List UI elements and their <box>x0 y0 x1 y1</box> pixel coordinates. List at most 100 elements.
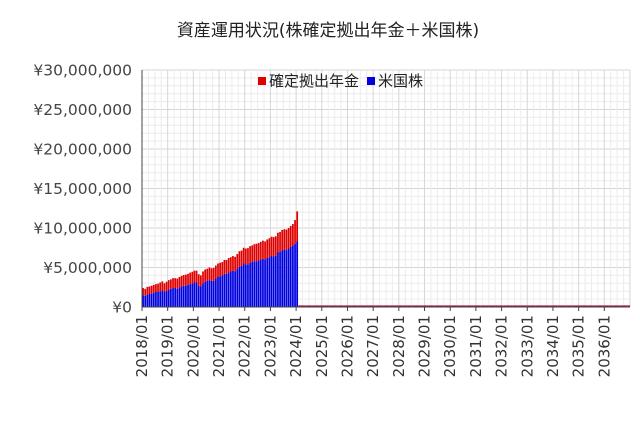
bar-zero <box>428 305 431 307</box>
bar-defined-contribution <box>277 232 279 253</box>
bar-us-stocks <box>208 280 211 307</box>
bar-zero <box>392 305 395 307</box>
bar-zero <box>313 305 316 307</box>
bar-defined-contribution <box>257 243 260 261</box>
y-tick-label: ¥20,000,000 <box>33 141 132 159</box>
bar-zero <box>480 305 483 307</box>
bar-zero <box>300 305 303 307</box>
bar-us-stocks <box>187 284 189 307</box>
bar-zero <box>394 305 397 307</box>
bar-zero <box>413 305 416 307</box>
bar-us-stocks <box>180 286 183 307</box>
bar-zero <box>486 305 489 307</box>
bar-defined-contribution <box>274 236 277 256</box>
bar-us-stocks <box>212 280 215 307</box>
bar-zero <box>445 305 449 307</box>
bar-zero <box>612 305 616 307</box>
bar-defined-contribution <box>180 275 183 287</box>
bar-defined-contribution <box>165 281 168 291</box>
bar-defined-contribution <box>214 265 217 279</box>
bar-defined-contribution <box>155 284 157 292</box>
bar-zero <box>542 305 545 307</box>
bar-zero <box>467 305 470 307</box>
x-tick-label: 2034/01 <box>544 315 562 377</box>
bar-zero <box>306 305 309 307</box>
bar-us-stocks <box>292 245 294 307</box>
bar-defined-contribution <box>167 280 170 290</box>
bar-zero <box>503 305 506 307</box>
bar-us-stocks <box>262 258 264 307</box>
bar-us-stocks <box>238 266 241 307</box>
x-tick-label: 2031/01 <box>467 315 485 377</box>
bar-zero <box>522 305 526 307</box>
bar-zero <box>493 305 496 307</box>
bar-us-stocks <box>206 280 209 307</box>
bar-zero <box>585 305 588 307</box>
bar-zero <box>375 305 378 307</box>
bar-us-stocks <box>189 284 192 307</box>
bar-zero <box>610 305 613 307</box>
bar-zero <box>608 305 611 307</box>
bar-defined-contribution <box>289 226 292 247</box>
bar-zero <box>565 305 568 307</box>
bar-defined-contribution <box>161 281 164 291</box>
bar-zero <box>518 305 521 307</box>
bar-zero <box>529 305 532 307</box>
bar-defined-contribution <box>170 279 172 289</box>
bar-zero <box>465 305 468 307</box>
bar-zero <box>499 305 502 307</box>
bar-us-stocks <box>255 261 258 307</box>
bar-zero <box>426 305 429 307</box>
bar-zero <box>621 305 624 307</box>
bar-us-stocks <box>249 262 251 307</box>
bar-us-stocks <box>142 295 144 307</box>
bar-zero <box>580 305 583 307</box>
bar-zero <box>362 305 365 307</box>
bar-defined-contribution <box>219 262 221 277</box>
bar-us-stocks <box>247 264 249 307</box>
bar-zero <box>501 305 504 307</box>
bar-us-stocks <box>274 255 277 307</box>
bar-us-stocks <box>259 259 262 307</box>
bar-zero <box>535 305 538 307</box>
bar-us-stocks <box>157 291 159 307</box>
bar-defined-contribution <box>144 288 147 296</box>
bar-zero <box>319 305 322 307</box>
bar-defined-contribution <box>185 274 187 286</box>
bar-zero <box>452 305 455 307</box>
bar-zero <box>548 305 551 307</box>
bar-defined-contribution <box>294 220 296 244</box>
bar-defined-contribution <box>268 238 271 258</box>
bar-us-stocks <box>219 276 221 307</box>
bar-us-stocks <box>296 241 299 307</box>
bar-us-stocks <box>294 243 296 307</box>
bar-zero <box>597 305 601 307</box>
bar-zero <box>591 305 594 307</box>
bar-zero <box>508 305 511 307</box>
bar-defined-contribution <box>148 286 151 294</box>
bar-us-stocks <box>223 273 226 307</box>
bar-us-stocks <box>150 293 153 307</box>
bar-defined-contribution <box>266 239 269 259</box>
legend: 確定拠出年金 米国株 <box>258 72 423 90</box>
bar-zero <box>435 305 438 307</box>
bar-us-stocks <box>253 261 256 307</box>
bar-us-stocks <box>182 285 185 307</box>
bar-zero <box>615 305 618 307</box>
bar-defined-contribution <box>244 248 247 265</box>
bar-us-stocks <box>283 249 286 307</box>
bar-zero <box>578 305 581 307</box>
bar-defined-contribution <box>191 271 194 284</box>
bar-zero <box>606 305 609 307</box>
bar-defined-contribution <box>174 278 177 289</box>
bar-zero <box>559 305 562 307</box>
bar-zero <box>358 305 361 307</box>
bar-zero <box>561 305 564 307</box>
bar-us-stocks <box>214 278 217 307</box>
bar-zero <box>338 305 342 307</box>
bar-us-stocks <box>195 282 198 307</box>
bar-zero <box>567 305 571 307</box>
bar-defined-contribution <box>187 273 189 285</box>
x-tick-label: 2035/01 <box>570 315 588 377</box>
bar-us-stocks <box>279 251 281 307</box>
